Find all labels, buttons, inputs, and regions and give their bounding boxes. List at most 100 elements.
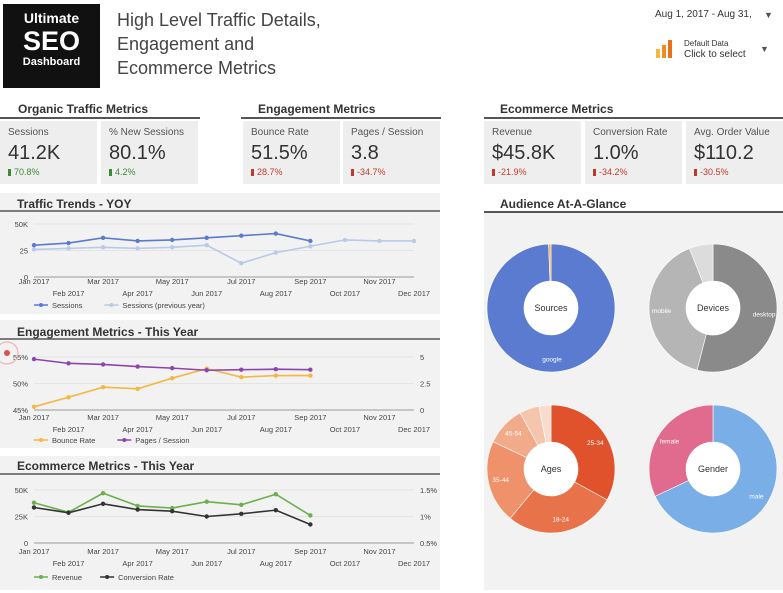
- data-point: [100, 245, 106, 250]
- data-point: [273, 250, 279, 255]
- y-tick-label: 50%: [13, 380, 28, 389]
- kpi-card-new-sessions: % New Sessions 80.1% 4.2%: [101, 121, 198, 184]
- x-tick-label: Feb 2017: [53, 425, 85, 434]
- x-tick-label: Mar 2017: [87, 277, 119, 286]
- kpi-label: Revenue: [492, 127, 533, 138]
- logo-line3: Dashboard: [22, 56, 81, 68]
- x-tick-label: May 2017: [156, 547, 189, 556]
- legend-label: Revenue: [52, 573, 82, 582]
- slice-label: 35-44: [492, 477, 509, 484]
- x-tick-label: Jan 2017: [19, 413, 50, 422]
- data-point: [100, 362, 106, 367]
- kpi-change: 28.7%: [257, 167, 283, 177]
- y-tick-label-right: 1%: [420, 513, 431, 522]
- data-source-label: Default Data: [684, 39, 729, 48]
- y-tick-label: 25K: [15, 513, 28, 522]
- chart-title-ecommerce: Ecommerce Metrics - This Year: [17, 459, 195, 473]
- data-point: [342, 237, 348, 243]
- data-point: [169, 365, 175, 371]
- x-tick-label: Jan 2017: [19, 547, 50, 556]
- data-point: [273, 373, 279, 378]
- x-tick-label: Nov 2017: [363, 547, 395, 556]
- slice-label: mobile: [652, 308, 672, 315]
- legend-label: Conversion Rate: [118, 573, 174, 582]
- slice-label: 18-24: [552, 517, 569, 524]
- donut-center-label: Devices: [697, 303, 730, 313]
- y-tick-label-right: 0: [420, 406, 424, 415]
- kpi-change: -34.7%: [357, 167, 386, 177]
- divider: [241, 117, 441, 119]
- data-point: [66, 246, 71, 251]
- legend-label: Pages / Session: [135, 436, 189, 445]
- kpi-label: Sessions: [8, 127, 49, 138]
- section-title-organic: Organic Traffic Metrics: [18, 102, 149, 116]
- donut-center-label: Sources: [534, 303, 568, 313]
- data-point: [100, 385, 106, 390]
- x-tick-label: Mar 2017: [87, 547, 119, 556]
- dashboard-logo: Ultimate SEO Dashboard: [3, 4, 100, 88]
- data-point: [135, 364, 140, 369]
- trend-down-icon: [351, 169, 354, 176]
- title-line2: Engagement and: [117, 34, 255, 54]
- traffic-trends-panel: [0, 193, 440, 314]
- logo-line2: SEO: [22, 26, 81, 56]
- y-tick-label-right: 5: [420, 353, 424, 362]
- data-point: [239, 374, 244, 380]
- legend-marker: [39, 303, 43, 307]
- data-point: [100, 501, 106, 506]
- legend-label: Bounce Rate: [52, 436, 95, 445]
- x-tick-label: Oct 2017: [330, 289, 360, 298]
- y-tick-label: 50K: [15, 220, 28, 229]
- trend-down-icon: [492, 169, 495, 176]
- y-tick-label: 25: [20, 247, 28, 256]
- legend-marker: [39, 575, 43, 579]
- x-tick-label: May 2017: [156, 277, 189, 286]
- x-tick-label: Apr 2017: [122, 425, 152, 434]
- x-tick-label: Apr 2017: [122, 289, 152, 298]
- data-point: [31, 247, 37, 252]
- chevron-down-icon[interactable]: ▼: [760, 44, 769, 54]
- data-point: [135, 503, 140, 509]
- y-tick-label: 45%: [13, 406, 28, 415]
- data-point: [308, 238, 313, 244]
- data-point: [169, 245, 175, 250]
- data-point: [308, 373, 313, 378]
- cursor-dot: [4, 350, 10, 356]
- data-point: [135, 386, 140, 391]
- data-point: [66, 361, 71, 366]
- x-tick-label: Jul 2017: [227, 413, 255, 422]
- data-point: [204, 499, 209, 504]
- ecommerce-chart-panel: [0, 456, 440, 590]
- legend-label: Sessions: [52, 301, 83, 310]
- data-point: [31, 505, 37, 510]
- date-range-picker[interactable]: Aug 1, 2017 - Aug 31,: [655, 9, 752, 20]
- donut-hole: [686, 281, 740, 335]
- data-point: [308, 244, 313, 249]
- chevron-down-icon[interactable]: ▼: [764, 10, 773, 20]
- data-source-select[interactable]: Click to select: [684, 49, 746, 60]
- x-tick-label: Oct 2017: [330, 559, 360, 568]
- data-point: [273, 492, 279, 497]
- bar-chart-icon[interactable]: [656, 40, 674, 58]
- legend-marker: [109, 303, 114, 307]
- x-tick-label: Oct 2017: [330, 425, 360, 434]
- chart-title-engagement: Engagement Metrics - This Year: [17, 325, 199, 339]
- kpi-value: $110.2: [694, 142, 754, 164]
- trend-down-icon: [694, 169, 697, 176]
- data-point: [204, 235, 209, 240]
- y-tick-label: 0: [24, 539, 28, 548]
- section-title-engagement: Engagement Metrics: [258, 102, 376, 116]
- data-point: [411, 238, 417, 244]
- kpi-label: Conversion Rate: [593, 127, 668, 138]
- section-title-audience: Audience At-A-Glance: [500, 197, 627, 211]
- x-tick-label: Jun 2017: [191, 559, 222, 568]
- kpi-value: 1.0%: [593, 142, 639, 164]
- x-tick-label: Dec 2017: [398, 559, 430, 568]
- data-point: [239, 261, 244, 266]
- data-point: [169, 509, 175, 514]
- donut-center-label: Gender: [698, 464, 728, 474]
- kpi-label: Bounce Rate: [251, 127, 309, 138]
- data-point: [66, 240, 71, 246]
- donut-hole: [524, 442, 578, 496]
- y-tick-label: 0: [24, 273, 28, 282]
